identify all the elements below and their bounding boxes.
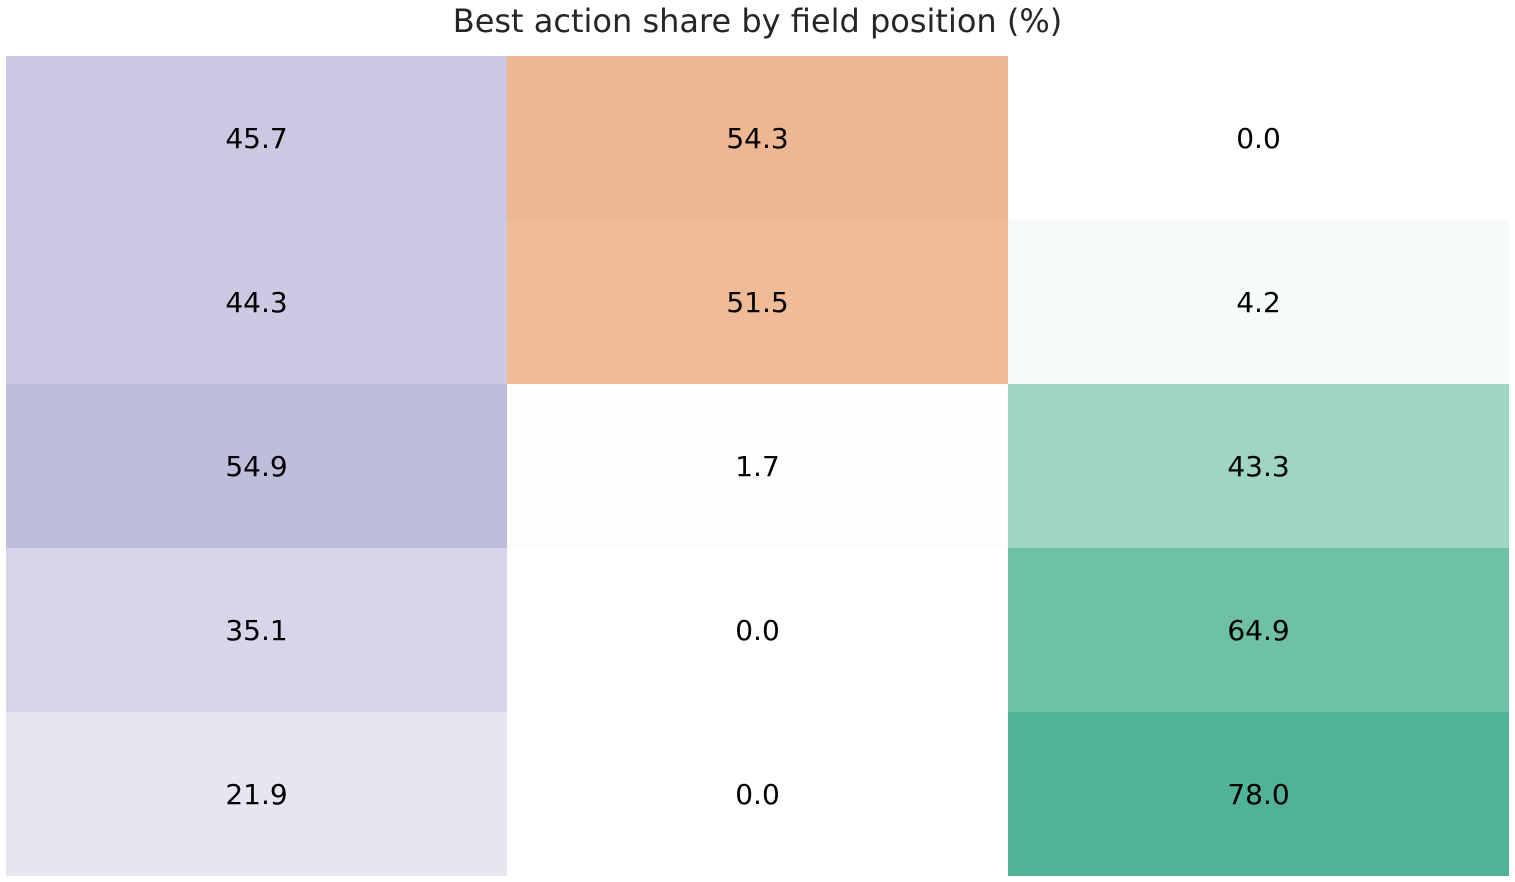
heatmap-cell-r2-c2: 51.5 <box>507 220 1008 384</box>
heatmap-cell-r2-c3: 4.2 <box>1008 220 1509 384</box>
cell-value-label: 35.1 <box>225 614 287 647</box>
cell-value-label: 0.0 <box>735 778 780 811</box>
cell-value-label: 78.0 <box>1227 778 1289 811</box>
heatmap-cell-r5-c1: 21.9 <box>6 712 507 876</box>
heatmap-cell-r1-c1: 45.7 <box>6 56 507 220</box>
heatmap-cell-r3-c2: 1.7 <box>507 384 1008 548</box>
heatmap-grid: 45.7 54.3 0.0 44.3 51.5 4.2 54.9 1.7 43.3 35.1 0.0… <box>6 56 1509 876</box>
heatmap-cell-r4-c1: 35.1 <box>6 548 507 712</box>
heatmap-cell-r3-c3: 43.3 <box>1008 384 1509 548</box>
heatmap-cell-r5-c2: 0.0 <box>507 712 1008 876</box>
heatmap-cell-r3-c1: 54.9 <box>6 384 507 548</box>
cell-value-label: 54.3 <box>726 122 788 155</box>
cell-value-label: 21.9 <box>225 778 287 811</box>
cell-value-label: 51.5 <box>726 286 788 319</box>
heatmap-cell-r1-c2: 54.3 <box>507 56 1008 220</box>
heatmap-cell-r1-c3: 0.0 <box>1008 56 1509 220</box>
cell-value-label: 0.0 <box>1236 122 1281 155</box>
cell-value-label: 4.2 <box>1236 286 1281 319</box>
cell-value-label: 54.9 <box>225 450 287 483</box>
cell-value-label: 64.9 <box>1227 614 1289 647</box>
cell-value-label: 43.3 <box>1227 450 1289 483</box>
heatmap-cell-r4-c2: 0.0 <box>507 548 1008 712</box>
heatmap-cell-r5-c3: 78.0 <box>1008 712 1509 876</box>
cell-value-label: 45.7 <box>225 122 287 155</box>
heatmap-cell-r2-c1: 44.3 <box>6 220 507 384</box>
heatmap-cell-r4-c3: 64.9 <box>1008 548 1509 712</box>
cell-value-label: 0.0 <box>735 614 780 647</box>
cell-value-label: 1.7 <box>735 450 780 483</box>
cell-value-label: 44.3 <box>225 286 287 319</box>
chart-title: Best action share by field position (%) <box>0 0 1515 44</box>
